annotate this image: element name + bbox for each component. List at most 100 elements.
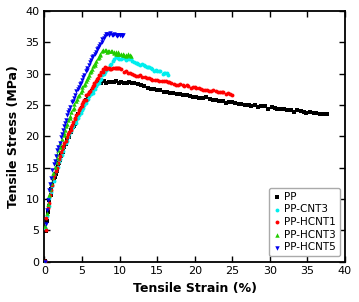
PP-CNT3	[131, 60, 137, 65]
PP-HCNT1	[79, 104, 85, 109]
PP-HCNT1	[48, 188, 54, 193]
PP-HCNT1	[181, 84, 186, 88]
PP-HCNT1	[50, 182, 55, 187]
PP-HCNT5	[61, 124, 66, 129]
PP-HCNT1	[135, 73, 141, 78]
PP-HCNT3	[52, 165, 57, 170]
PP	[194, 95, 199, 100]
PP	[135, 82, 141, 87]
PP	[68, 129, 74, 134]
PP-HCNT1	[192, 85, 198, 90]
PP-CNT3	[112, 56, 117, 61]
PP-HCNT3	[69, 109, 74, 114]
PP-HCNT1	[89, 85, 95, 90]
PP-HCNT5	[60, 128, 66, 133]
PP-HCNT3	[57, 140, 63, 145]
PP-HCNT3	[47, 186, 53, 191]
PP-CNT3	[61, 144, 66, 149]
Legend: PP, PP-CNT3, PP-HCNT1, PP-HCNT3, PP-HCNT5: PP, PP-CNT3, PP-HCNT1, PP-HCNT3, PP-HCNT…	[269, 188, 340, 256]
PP-HCNT5	[84, 68, 90, 73]
PP-HCNT5	[90, 54, 96, 59]
PP-CNT3	[137, 63, 143, 67]
PP-HCNT1	[106, 66, 112, 70]
PP-HCNT1	[107, 66, 113, 71]
PP	[177, 92, 183, 96]
PP-CNT3	[73, 121, 78, 126]
PP-HCNT1	[112, 65, 117, 70]
PP-HCNT5	[45, 198, 51, 203]
PP-CNT3	[81, 103, 87, 108]
PP-HCNT1	[208, 89, 214, 94]
PP-HCNT3	[113, 51, 119, 56]
PP-HCNT1	[139, 75, 145, 79]
PP-HCNT5	[88, 58, 94, 63]
PP	[81, 101, 87, 106]
PP-CNT3	[116, 56, 122, 61]
PP-HCNT5	[71, 96, 76, 101]
PP-HCNT3	[88, 69, 93, 74]
PP-HCNT5	[52, 158, 58, 163]
PP	[233, 101, 238, 105]
PP-HCNT3	[116, 52, 121, 57]
PP-HCNT3	[106, 49, 112, 54]
PP-CNT3	[160, 71, 165, 76]
PP-CNT3	[47, 196, 52, 201]
PP-HCNT3	[102, 47, 108, 52]
PP	[174, 92, 180, 96]
PP	[121, 80, 127, 85]
PP-HCNT1	[79, 101, 85, 106]
PP	[48, 187, 54, 192]
PP-CNT3	[142, 64, 148, 69]
PP-HCNT1	[114, 66, 120, 71]
PP-HCNT1	[42, 259, 48, 263]
PP-CNT3	[162, 70, 168, 75]
PP-HCNT1	[97, 72, 103, 77]
PP-HCNT3	[57, 145, 63, 149]
PP-HCNT1	[185, 84, 191, 88]
PP	[43, 229, 48, 234]
PP-HCNT1	[63, 139, 69, 144]
PP-HCNT5	[81, 73, 87, 78]
PP-HCNT1	[68, 125, 74, 130]
PP	[213, 98, 219, 103]
PP-HCNT1	[206, 88, 212, 93]
PP-HCNT5	[76, 85, 82, 90]
PP-HCNT1	[194, 85, 199, 90]
PP-HCNT1	[75, 111, 81, 116]
PP-HCNT3	[83, 79, 88, 83]
PP-CNT3	[96, 80, 102, 85]
PP-HCNT3	[99, 49, 104, 53]
PP-CNT3	[150, 66, 155, 71]
PP	[72, 121, 78, 126]
PP	[66, 134, 72, 139]
PP-HCNT1	[163, 79, 169, 84]
PP-HCNT5	[109, 33, 115, 38]
PP	[248, 103, 254, 108]
PP-HCNT5	[72, 92, 78, 97]
PP-CNT3	[93, 84, 99, 89]
PP-HCNT5	[97, 42, 103, 47]
PP-HCNT3	[125, 53, 131, 58]
PP-HCNT1	[76, 108, 82, 112]
PP	[87, 92, 93, 97]
PP-HCNT5	[115, 33, 121, 38]
PP-HCNT1	[91, 82, 97, 87]
PP	[90, 87, 96, 92]
PP-CNT3	[69, 126, 75, 131]
PP	[79, 106, 85, 111]
PP	[145, 85, 151, 90]
PP-HCNT5	[44, 207, 50, 212]
PP	[285, 108, 290, 112]
PP-HCNT3	[105, 49, 111, 53]
PP-HCNT5	[99, 37, 105, 41]
PP-HCNT1	[204, 88, 210, 93]
PP-CNT3	[146, 65, 152, 69]
PP	[141, 84, 147, 88]
PP-HCNT5	[48, 175, 54, 180]
PP-HCNT3	[67, 115, 73, 120]
PP-HCNT5	[69, 100, 74, 104]
PP-HCNT1	[83, 93, 89, 98]
PP-HCNT1	[219, 90, 225, 95]
PP-HCNT3	[76, 94, 81, 99]
PP	[124, 81, 130, 86]
